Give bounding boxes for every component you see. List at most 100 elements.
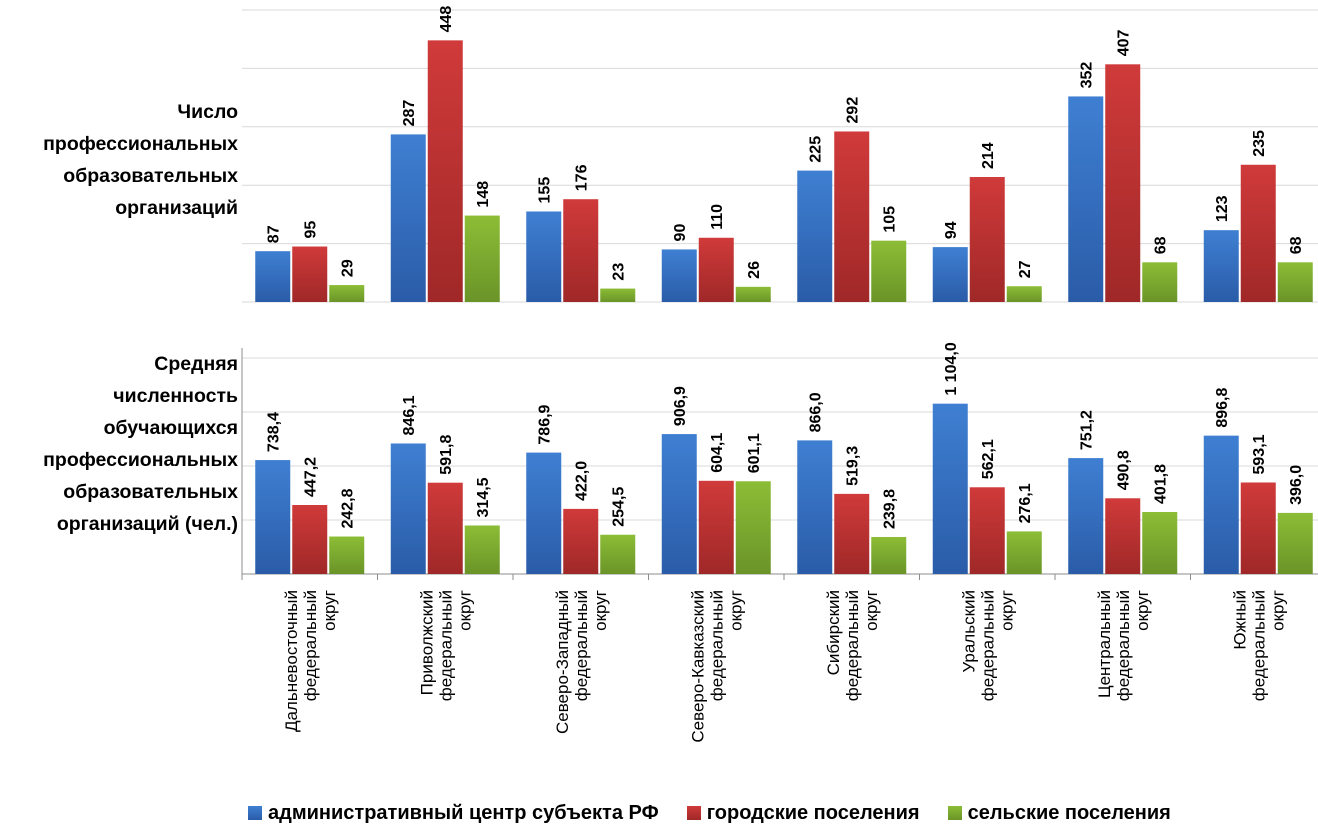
panel-title-line: обучающихся <box>103 417 238 439</box>
bar <box>735 286 771 302</box>
bar <box>834 131 870 302</box>
bar <box>969 177 1005 302</box>
bar <box>871 240 907 302</box>
data-label: 786,9 <box>537 404 554 444</box>
bar <box>390 443 426 574</box>
panel-title-line: организаций (чел.) <box>56 513 238 535</box>
bar <box>1068 96 1104 302</box>
panel-title-line: профессиональных <box>43 133 238 155</box>
bar <box>1105 64 1141 302</box>
data-label: 422,0 <box>574 461 591 501</box>
bar <box>871 537 907 574</box>
legend-swatch-rural <box>947 806 962 820</box>
panel-title-line: образовательных <box>63 165 238 187</box>
bar <box>390 134 426 302</box>
data-label: 214 <box>980 142 997 169</box>
data-label: 26 <box>746 261 763 279</box>
data-label: 235 <box>1251 130 1268 157</box>
category-label: федеральный <box>707 590 726 701</box>
data-label: 110 <box>709 204 726 230</box>
data-label: 287 <box>401 100 418 127</box>
category-label: округ <box>997 590 1016 631</box>
legend-item-admin-center: административный центр субъекта РФ <box>248 802 659 825</box>
bar <box>932 403 968 574</box>
bar <box>1006 286 1042 302</box>
legend-swatch-urban <box>686 806 701 820</box>
bar <box>563 508 599 574</box>
legend-swatch-admin-center <box>248 806 262 820</box>
category-label: округ <box>455 590 474 631</box>
data-label: 407 <box>1116 30 1133 57</box>
panel-title-line: профессиональных <box>43 449 238 471</box>
bar <box>1142 512 1178 574</box>
bar <box>1068 458 1104 574</box>
bar <box>735 481 771 574</box>
top-panel-title: Число профессиональных образовательных орга… <box>43 96 238 224</box>
bar <box>797 170 833 302</box>
bar <box>661 434 697 574</box>
data-label: 68 <box>1288 236 1305 254</box>
legend-item-rural: сельские поселения <box>947 801 1171 825</box>
data-label: 105 <box>882 206 899 233</box>
bar <box>427 40 463 302</box>
data-label: 225 <box>808 136 825 163</box>
category-label: Южный <box>1230 590 1249 650</box>
category-label: округ <box>726 590 745 631</box>
legend: административный центр субъекта РФ город… <box>248 796 1171 830</box>
category-label: федеральный <box>843 590 862 701</box>
data-label: 23 <box>611 263 628 281</box>
data-label: 601,1 <box>746 433 763 473</box>
legend-label-rural: сельские поселения <box>967 801 1171 824</box>
data-label: 866,0 <box>808 392 825 432</box>
data-label: 447,2 <box>303 457 320 497</box>
data-label: 896,8 <box>1214 387 1231 427</box>
category-label: округ <box>320 590 339 631</box>
category-label: федеральный <box>1249 590 1268 701</box>
bar <box>255 460 291 574</box>
data-label: 751,2 <box>1079 410 1096 450</box>
data-label: 1 104,0 <box>943 342 960 395</box>
category-label: федеральный <box>1114 590 1133 701</box>
panel-title-line: Средняя <box>154 353 238 375</box>
category-label: Центральный <box>1095 590 1114 698</box>
data-label: 401,8 <box>1153 464 1170 504</box>
bar <box>1277 512 1313 574</box>
data-label: 123 <box>1214 195 1231 222</box>
bar <box>1203 435 1239 574</box>
data-label: 396,0 <box>1288 465 1305 505</box>
data-label: 94 <box>943 221 960 239</box>
data-label: 29 <box>340 259 357 277</box>
data-label: 276,1 <box>1017 483 1034 523</box>
category-label: федеральный <box>436 590 455 701</box>
category-label: Северо-Западный <box>553 590 572 734</box>
legend-item-urban: городские поселения <box>686 801 920 825</box>
bar <box>1277 262 1313 302</box>
data-label: 352 <box>1079 62 1096 89</box>
bar <box>1240 482 1276 574</box>
legend-label-urban: городские поселения <box>706 801 920 824</box>
bar <box>464 215 500 302</box>
panel-title-line: организаций <box>115 197 238 219</box>
bar <box>698 237 734 302</box>
bar <box>563 199 599 302</box>
data-label: 239,8 <box>882 489 899 529</box>
bar <box>969 487 1005 574</box>
bar <box>1006 531 1042 574</box>
category-label: Северо-Кавказский <box>688 590 707 743</box>
data-label: 292 <box>845 97 862 124</box>
data-label: 242,8 <box>340 488 357 528</box>
panel-title-line: Число <box>177 101 238 123</box>
category-label: Уральский <box>959 590 978 673</box>
data-label: 593,1 <box>1251 434 1268 474</box>
bar <box>255 251 291 302</box>
bar <box>464 525 500 574</box>
data-label: 604,1 <box>709 433 726 473</box>
bar <box>329 285 365 302</box>
data-label: 591,8 <box>438 435 455 475</box>
bar <box>1240 164 1276 302</box>
category-label: федеральный <box>978 590 997 701</box>
category-label: федеральный <box>572 590 591 701</box>
data-label: 562,1 <box>980 439 997 479</box>
category-label: Сибирский <box>824 590 843 675</box>
